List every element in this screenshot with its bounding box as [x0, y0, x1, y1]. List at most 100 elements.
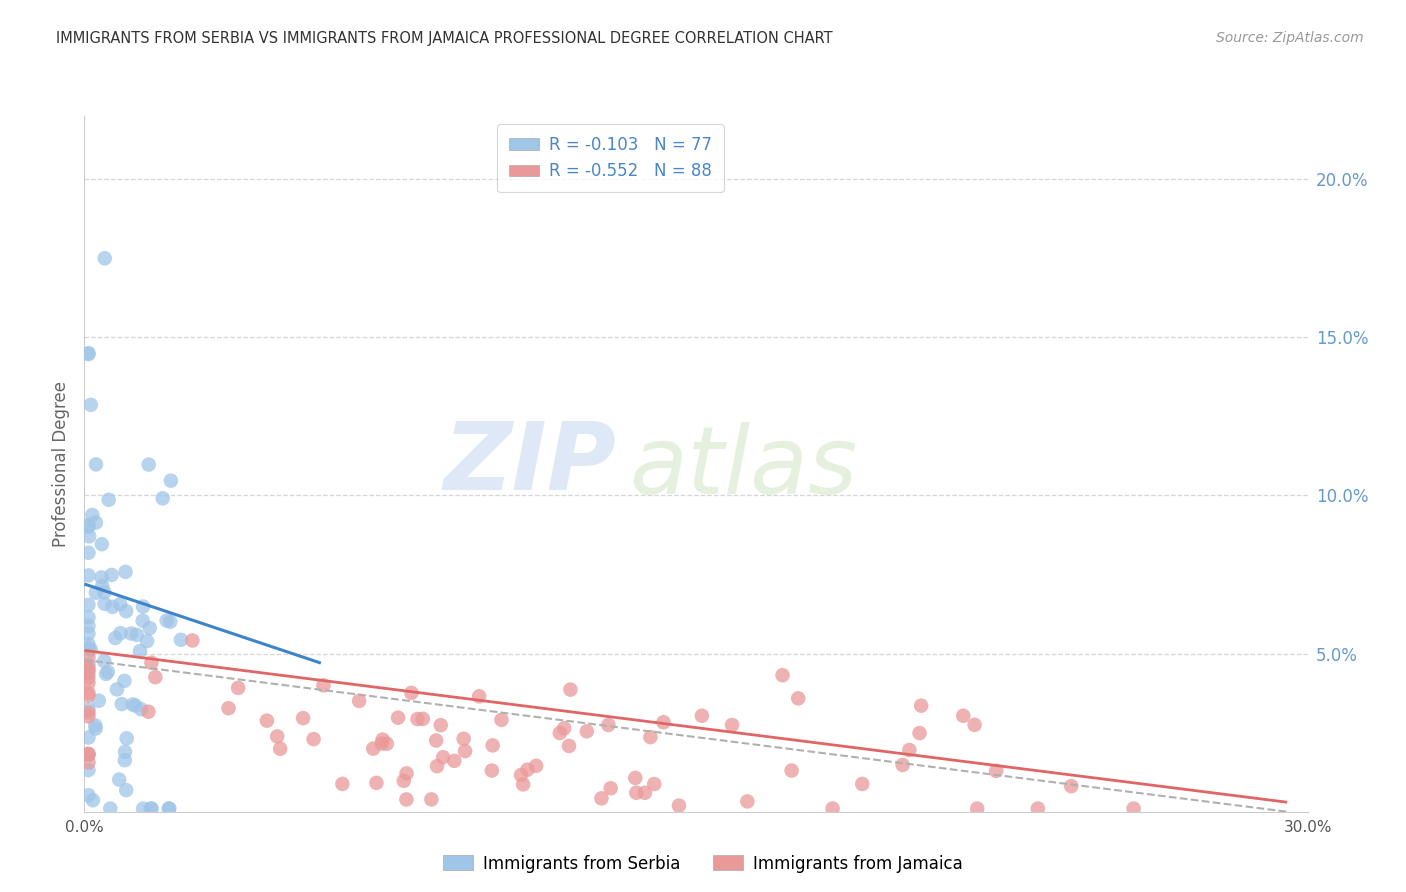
Point [910, 698, 932, 713]
Point [100, 568, 122, 582]
Point [821, 801, 844, 815]
Point [77, 610, 100, 624]
Point [668, 798, 690, 813]
Point [524, 759, 547, 773]
Point [77, 686, 100, 700]
Y-axis label: Professional Degree: Professional Degree [52, 381, 70, 547]
Point [98, 801, 121, 815]
Point [371, 732, 394, 747]
Point [93, 585, 115, 599]
Point [80, 398, 103, 412]
Point [226, 681, 249, 695]
Point [77, 747, 100, 762]
Point [80, 642, 103, 657]
Point [77, 520, 100, 534]
Point [132, 599, 155, 614]
Point [77, 619, 100, 633]
Point [312, 678, 335, 692]
Point [138, 621, 160, 635]
Point [84, 585, 107, 599]
Point [108, 772, 131, 787]
Point [139, 801, 162, 815]
Point [138, 705, 160, 719]
Point [512, 777, 534, 791]
Point [90, 570, 112, 584]
Point [77, 650, 100, 665]
Point [115, 783, 138, 797]
Point [575, 724, 598, 739]
Point [1122, 801, 1144, 815]
Point [510, 768, 533, 782]
Point [375, 737, 398, 751]
Point [77, 666, 100, 681]
Point [591, 791, 613, 805]
Point [136, 634, 159, 648]
Point [84, 718, 107, 732]
Point [160, 474, 183, 488]
Point [599, 781, 621, 796]
Point [366, 776, 388, 790]
Point [891, 758, 914, 772]
Point [77, 517, 100, 532]
Legend: Immigrants from Serbia, Immigrants from Jamaica: Immigrants from Serbia, Immigrants from … [436, 848, 970, 880]
Point [491, 713, 513, 727]
Point [181, 633, 204, 648]
Point [77, 676, 100, 690]
Point [898, 743, 921, 757]
Point [690, 708, 713, 723]
Point [425, 733, 447, 747]
Point [787, 691, 810, 706]
Point [952, 708, 974, 723]
Point [780, 764, 803, 778]
Point [77, 568, 100, 582]
Point [77, 702, 100, 716]
Point [93, 597, 115, 611]
Point [626, 786, 648, 800]
Point [159, 615, 181, 629]
Point [516, 763, 538, 777]
Point [481, 739, 503, 753]
Point [453, 731, 475, 746]
Point [77, 789, 100, 803]
Point [266, 730, 288, 744]
Point [111, 697, 134, 711]
Point [115, 731, 138, 746]
Point [170, 632, 193, 647]
Point [141, 801, 163, 815]
Text: atlas: atlas [628, 422, 856, 513]
Point [77, 546, 100, 560]
Point [387, 711, 409, 725]
Point [104, 631, 127, 645]
Point [101, 599, 124, 614]
Point [966, 801, 988, 815]
Point [429, 718, 451, 732]
Point [152, 491, 174, 506]
Point [454, 744, 477, 758]
Point [302, 732, 325, 747]
Point [468, 690, 491, 704]
Point [120, 626, 142, 640]
Point [77, 706, 100, 720]
Point [156, 614, 179, 628]
Point [114, 745, 136, 759]
Point [97, 665, 120, 679]
Point [125, 628, 148, 642]
Point [347, 694, 370, 708]
Point [91, 579, 114, 593]
Point [737, 794, 759, 808]
Point [392, 773, 415, 788]
Point [443, 754, 465, 768]
Point [132, 801, 155, 815]
Point [395, 766, 418, 780]
Point [553, 721, 575, 735]
Point [77, 756, 100, 770]
Point [77, 747, 100, 761]
Text: IMMIGRANTS FROM SERBIA VS IMMIGRANTS FROM JAMAICA PROFESSIONAL DEGREE CORRELATIO: IMMIGRANTS FROM SERBIA VS IMMIGRANTS FRO… [56, 31, 832, 46]
Point [97, 492, 120, 507]
Point [138, 458, 160, 472]
Point [406, 712, 429, 726]
Point [1026, 801, 1049, 815]
Point [558, 739, 581, 753]
Point [908, 726, 931, 740]
Point [129, 644, 152, 658]
